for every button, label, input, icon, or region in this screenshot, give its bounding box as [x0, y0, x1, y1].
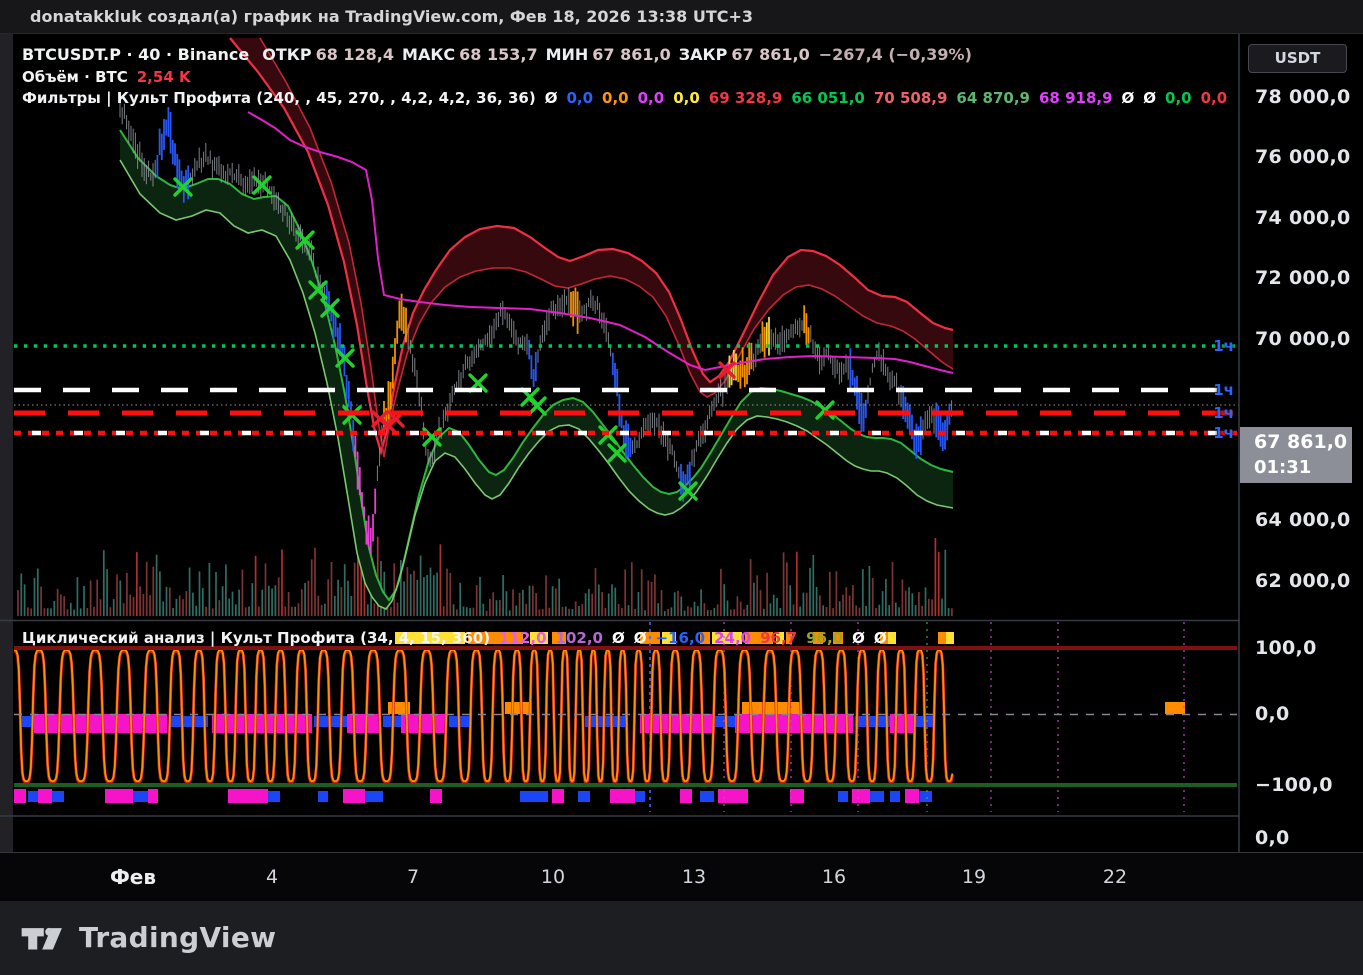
legend-value: 69 328,9	[708, 88, 783, 107]
ohlc-values: ОТКР 68 128,4 МАКС 68 153,7 МИН 67 861,0 ЗАКР 6…	[258, 45, 810, 64]
legend-value: 0,0	[602, 88, 629, 107]
time-tick: 22	[1102, 866, 1128, 888]
cycle-indicator-values: 112,0 102,0 Ø Ø −16,0 24,0 96,7 96,0 Ø Ø	[499, 629, 887, 647]
last-price-label: 67 861,0 01:31	[1240, 427, 1352, 483]
legend-value: Ø	[852, 628, 865, 647]
symbol-legend[interactable]: BTCUSDT.P · 40 · Binance ОТКР 68 128,4 МАК…	[22, 45, 972, 64]
cycle-indicator-legend[interactable]: Циклический анализ | Культ Профита (34, …	[22, 628, 887, 647]
time-tick: 16	[821, 866, 847, 888]
ohlc-label: ЗАКР	[678, 45, 728, 64]
price-tick: 72 000,0	[1255, 267, 1351, 289]
ohlc-label: ОТКР	[262, 45, 312, 64]
price-tick: 0,0	[1255, 703, 1290, 725]
filters-indicator-legend[interactable]: Фильтры | Культ Профита (240, , 45, 270,…	[22, 88, 1227, 107]
ohlc-label: МАКС	[402, 45, 456, 64]
legend-value: Ø	[1143, 88, 1157, 107]
ohlc-value: 67 861,0	[592, 45, 671, 64]
legend-value: Ø	[611, 628, 625, 647]
hline-timeframe-tag: 1ч	[1213, 337, 1234, 355]
ohlc-value: 67 861,0	[731, 45, 810, 64]
ohlc-value: 68 153,7	[459, 45, 538, 64]
legend-value: 96,7	[760, 628, 798, 647]
legend-value: 68 918,9	[1038, 88, 1113, 107]
symbol-title[interactable]: BTCUSDT.P · 40 · Binance	[22, 45, 250, 64]
ohlc-value: 68 128,4	[315, 45, 395, 64]
legend-value: 66 051,0	[791, 88, 865, 107]
volume-title[interactable]: Объём · BTC	[22, 67, 128, 86]
footer-bar: TradingView	[0, 900, 1363, 975]
legend-value: 0,0	[637, 88, 665, 107]
price-tick: 74 000,0	[1255, 207, 1351, 229]
hline-timeframe-tag: 1ч	[1213, 381, 1234, 399]
ohlc-label: МИН	[545, 45, 589, 64]
legend-value: 64 870,9	[956, 88, 1030, 107]
currency-button[interactable]: USDT	[1248, 44, 1347, 73]
attribution-text: donatakkluk создал(а) график на TradingV…	[30, 7, 754, 26]
legend-value: 0,0	[673, 88, 700, 107]
bar-countdown: 01:31	[1254, 457, 1312, 478]
legend-value: Ø	[633, 628, 647, 647]
time-tick: 13	[681, 866, 707, 888]
price-tick: 64 000,0	[1255, 509, 1351, 531]
legend-value: 24,0	[714, 628, 752, 647]
cycle-indicator-title[interactable]: Циклический анализ | Культ Профита (34, …	[22, 628, 491, 647]
time-tick: 19	[961, 866, 987, 888]
price-tick: 100,0	[1255, 637, 1317, 659]
change-value: −267,4 (−0,39%)	[818, 45, 972, 64]
price-axis[interactable]: USDT 78 000,0 76 000,0 74 000,0 72 000,0 70 …	[1240, 34, 1363, 852]
time-axis[interactable]: Фев 4 7 10 13 16 19 22	[0, 852, 1363, 901]
legend-value: 70 508,9	[873, 88, 948, 107]
price-tick: 78 000,0	[1255, 86, 1351, 108]
price-tick: 76 000,0	[1255, 146, 1351, 168]
tradingview-brand[interactable]: TradingView	[79, 921, 277, 954]
legend-value: 0,0	[566, 88, 594, 107]
attribution-bar: donatakkluk создал(а) график на TradingV…	[0, 0, 1363, 34]
time-tick: 4	[265, 866, 279, 888]
volume-value: 2,54 K	[136, 67, 191, 86]
legend-value: Ø	[1121, 88, 1135, 107]
last-price-value: 67 861,0	[1254, 431, 1348, 453]
tradingview-logo-icon[interactable]	[20, 922, 66, 954]
time-tick: Фев	[109, 865, 157, 889]
price-tick: 62 000,0	[1255, 570, 1351, 592]
legend-value: 0,0	[1165, 88, 1192, 107]
legend-value: 112,0	[499, 628, 547, 647]
hline-timeframe-tag: 1ч	[1213, 404, 1234, 422]
price-tick: 70 000,0	[1255, 328, 1351, 350]
hline-timeframe-tag: 1ч	[1213, 424, 1234, 442]
legend-value: Ø	[544, 88, 558, 107]
legend-value: 0,0	[1200, 88, 1228, 107]
legend-value: −16,0	[655, 628, 706, 647]
price-tick: −100,0	[1255, 774, 1333, 796]
time-tick: 10	[540, 866, 566, 888]
filters-indicator-values: Ø 0,0 0,0 0,0 0,0 69 328,9 66 051,0 70 508,9 64 …	[545, 89, 1228, 107]
legend-value: Ø	[873, 628, 887, 647]
volume-legend[interactable]: Объём · BTC 2,54 K	[22, 67, 191, 86]
legend-value: 102,0	[555, 628, 603, 647]
legend-value: 96,0	[806, 628, 844, 647]
time-tick: 7	[406, 866, 420, 888]
filters-indicator-title[interactable]: Фильтры | Культ Профита (240, , 45, 270,…	[22, 88, 536, 107]
price-tick: 0,0	[1255, 827, 1290, 849]
